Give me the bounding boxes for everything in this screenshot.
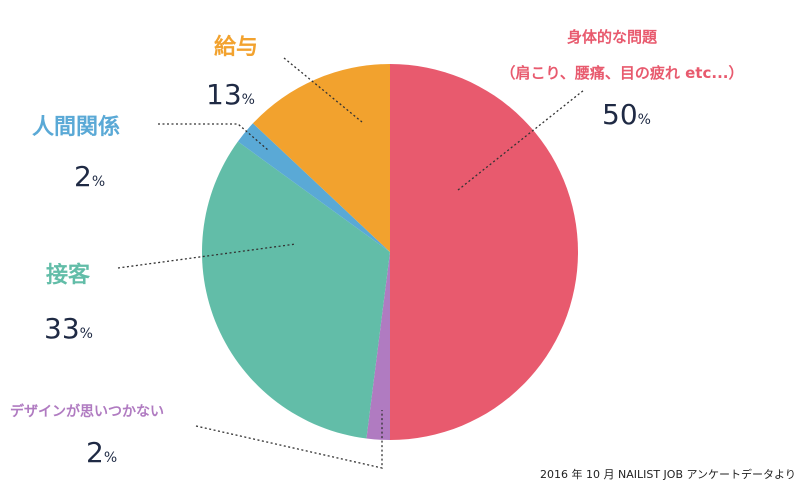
leader-salary bbox=[283, 57, 363, 123]
slice-salary bbox=[252, 63, 390, 252]
label-relationships: 人間関係 bbox=[32, 115, 120, 140]
sublabel-physical-problems: （肩こり、腰痛、目の疲れ etc...） bbox=[501, 64, 744, 82]
label-physical-problems: 身体的な問題 bbox=[567, 28, 658, 46]
slice-no-design-ideas bbox=[366, 252, 390, 440]
value-salary: 13% bbox=[206, 78, 255, 111]
leader-no-design-ideas bbox=[195, 410, 383, 469]
value-physical-problems: 50% bbox=[602, 98, 651, 131]
leader-customer-service bbox=[117, 243, 297, 269]
value-no-design-ideas: 2% bbox=[86, 436, 117, 469]
leader-lines bbox=[117, 57, 585, 469]
slice-customer-service bbox=[202, 141, 390, 439]
pie-slices bbox=[202, 63, 578, 440]
label-salary: 給与 bbox=[214, 34, 258, 60]
value-relationships: 2% bbox=[74, 160, 105, 193]
source-note: 2016 年 10 月 NAILIST JOB アンケートデータより bbox=[540, 467, 796, 481]
slice-physical-problems bbox=[390, 64, 578, 440]
label-customer-service: 接客 bbox=[46, 262, 91, 288]
label-no-design-ideas: デザインが思いつかない bbox=[10, 403, 164, 420]
slice-relationships bbox=[237, 123, 390, 252]
value-customer-service: 33% bbox=[44, 312, 93, 345]
